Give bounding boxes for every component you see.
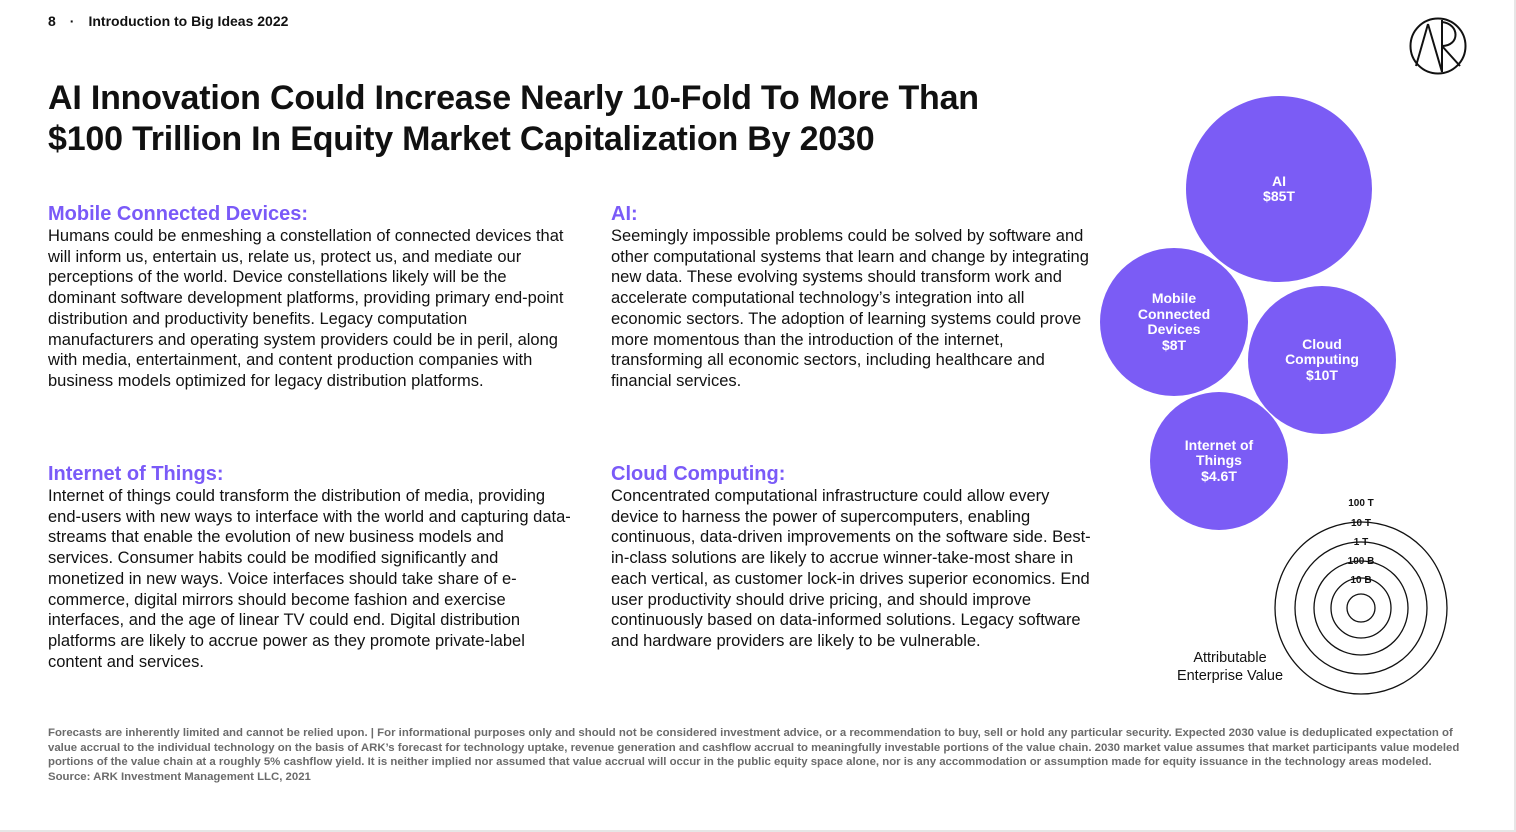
bubble-label: Cloud Computing $10T <box>1285 335 1359 383</box>
section-ai: AI: Seemingly impossible problems could … <box>611 202 1096 392</box>
disclaimer-text: Forecasts are inherently limited and can… <box>48 727 1460 768</box>
bubble-label: AI $85T <box>1263 172 1295 204</box>
legend-ring <box>1274 521 1448 695</box>
bubble-cloud-computing: Cloud Computing $10T <box>1248 286 1396 434</box>
bubble-mobile-connected-devices: Mobile Connected Devices $8T <box>1100 248 1248 396</box>
legend-ring <box>1294 541 1428 675</box>
legend-ring-label: 10 B <box>1350 575 1371 586</box>
section-body: Concentrated computational infrastructur… <box>611 487 1091 650</box>
section-body: Internet of things could transform the d… <box>48 487 571 671</box>
page-title: AI Innovation Could Increase Nearly 10-F… <box>48 79 979 158</box>
section-cloud-computing: Cloud Computing: Concentrated computatio… <box>611 462 1096 652</box>
legend-ring <box>1313 560 1409 656</box>
section-internet-of-things: Internet of Things: Internet of things c… <box>48 462 573 672</box>
footer: Forecasts are inherently limited and can… <box>48 726 1468 784</box>
section-heading: Internet of Things: <box>48 463 224 485</box>
size-legend: 100 T 10 T 1 T 100 B 10 B <box>1274 498 1448 695</box>
bubble-label: Mobile Connected Devices $8T <box>1137 290 1211 353</box>
section-body: Humans could be enmeshing a constellatio… <box>48 227 564 390</box>
legend-ring <box>1330 577 1392 639</box>
bubble-ai: AI $85T <box>1186 96 1372 282</box>
page-number: 8 <box>48 13 56 29</box>
section-heading: Cloud Computing: <box>611 463 786 485</box>
header-separator: · <box>69 13 75 29</box>
legend-caption: Attributable Enterprise Value <box>1176 650 1284 684</box>
ark-logo-icon <box>1409 17 1467 75</box>
section-heading: AI: <box>611 203 638 225</box>
legend-ring-label: 1 T <box>1354 537 1368 548</box>
section-heading: Mobile Connected Devices: <box>48 203 309 225</box>
source-text: Source: ARK Investment Management LLC, 2… <box>48 770 311 783</box>
legend-ring-label: 10 T <box>1351 518 1371 529</box>
document-title: Introduction to Big Ideas 2022 <box>88 13 289 29</box>
page-header: 8 · Introduction to Big Ideas 2022 <box>48 13 288 29</box>
bubble-internet-of-things: Internet of Things $4.6T <box>1150 392 1288 530</box>
bubble-label: Internet of Things $4.6T <box>1184 436 1254 484</box>
bubble-chart: AI $85T Mobile Connected Devices $8T Clo… <box>1096 96 1396 566</box>
section-mobile-connected-devices: Mobile Connected Devices: Humans could b… <box>48 202 573 392</box>
legend-ring-label: 100 B <box>1348 556 1375 567</box>
section-body: Seemingly impossible problems could be s… <box>611 227 1089 390</box>
legend-ring <box>1346 593 1376 623</box>
legend-ring-label: 100 T <box>1348 498 1374 509</box>
